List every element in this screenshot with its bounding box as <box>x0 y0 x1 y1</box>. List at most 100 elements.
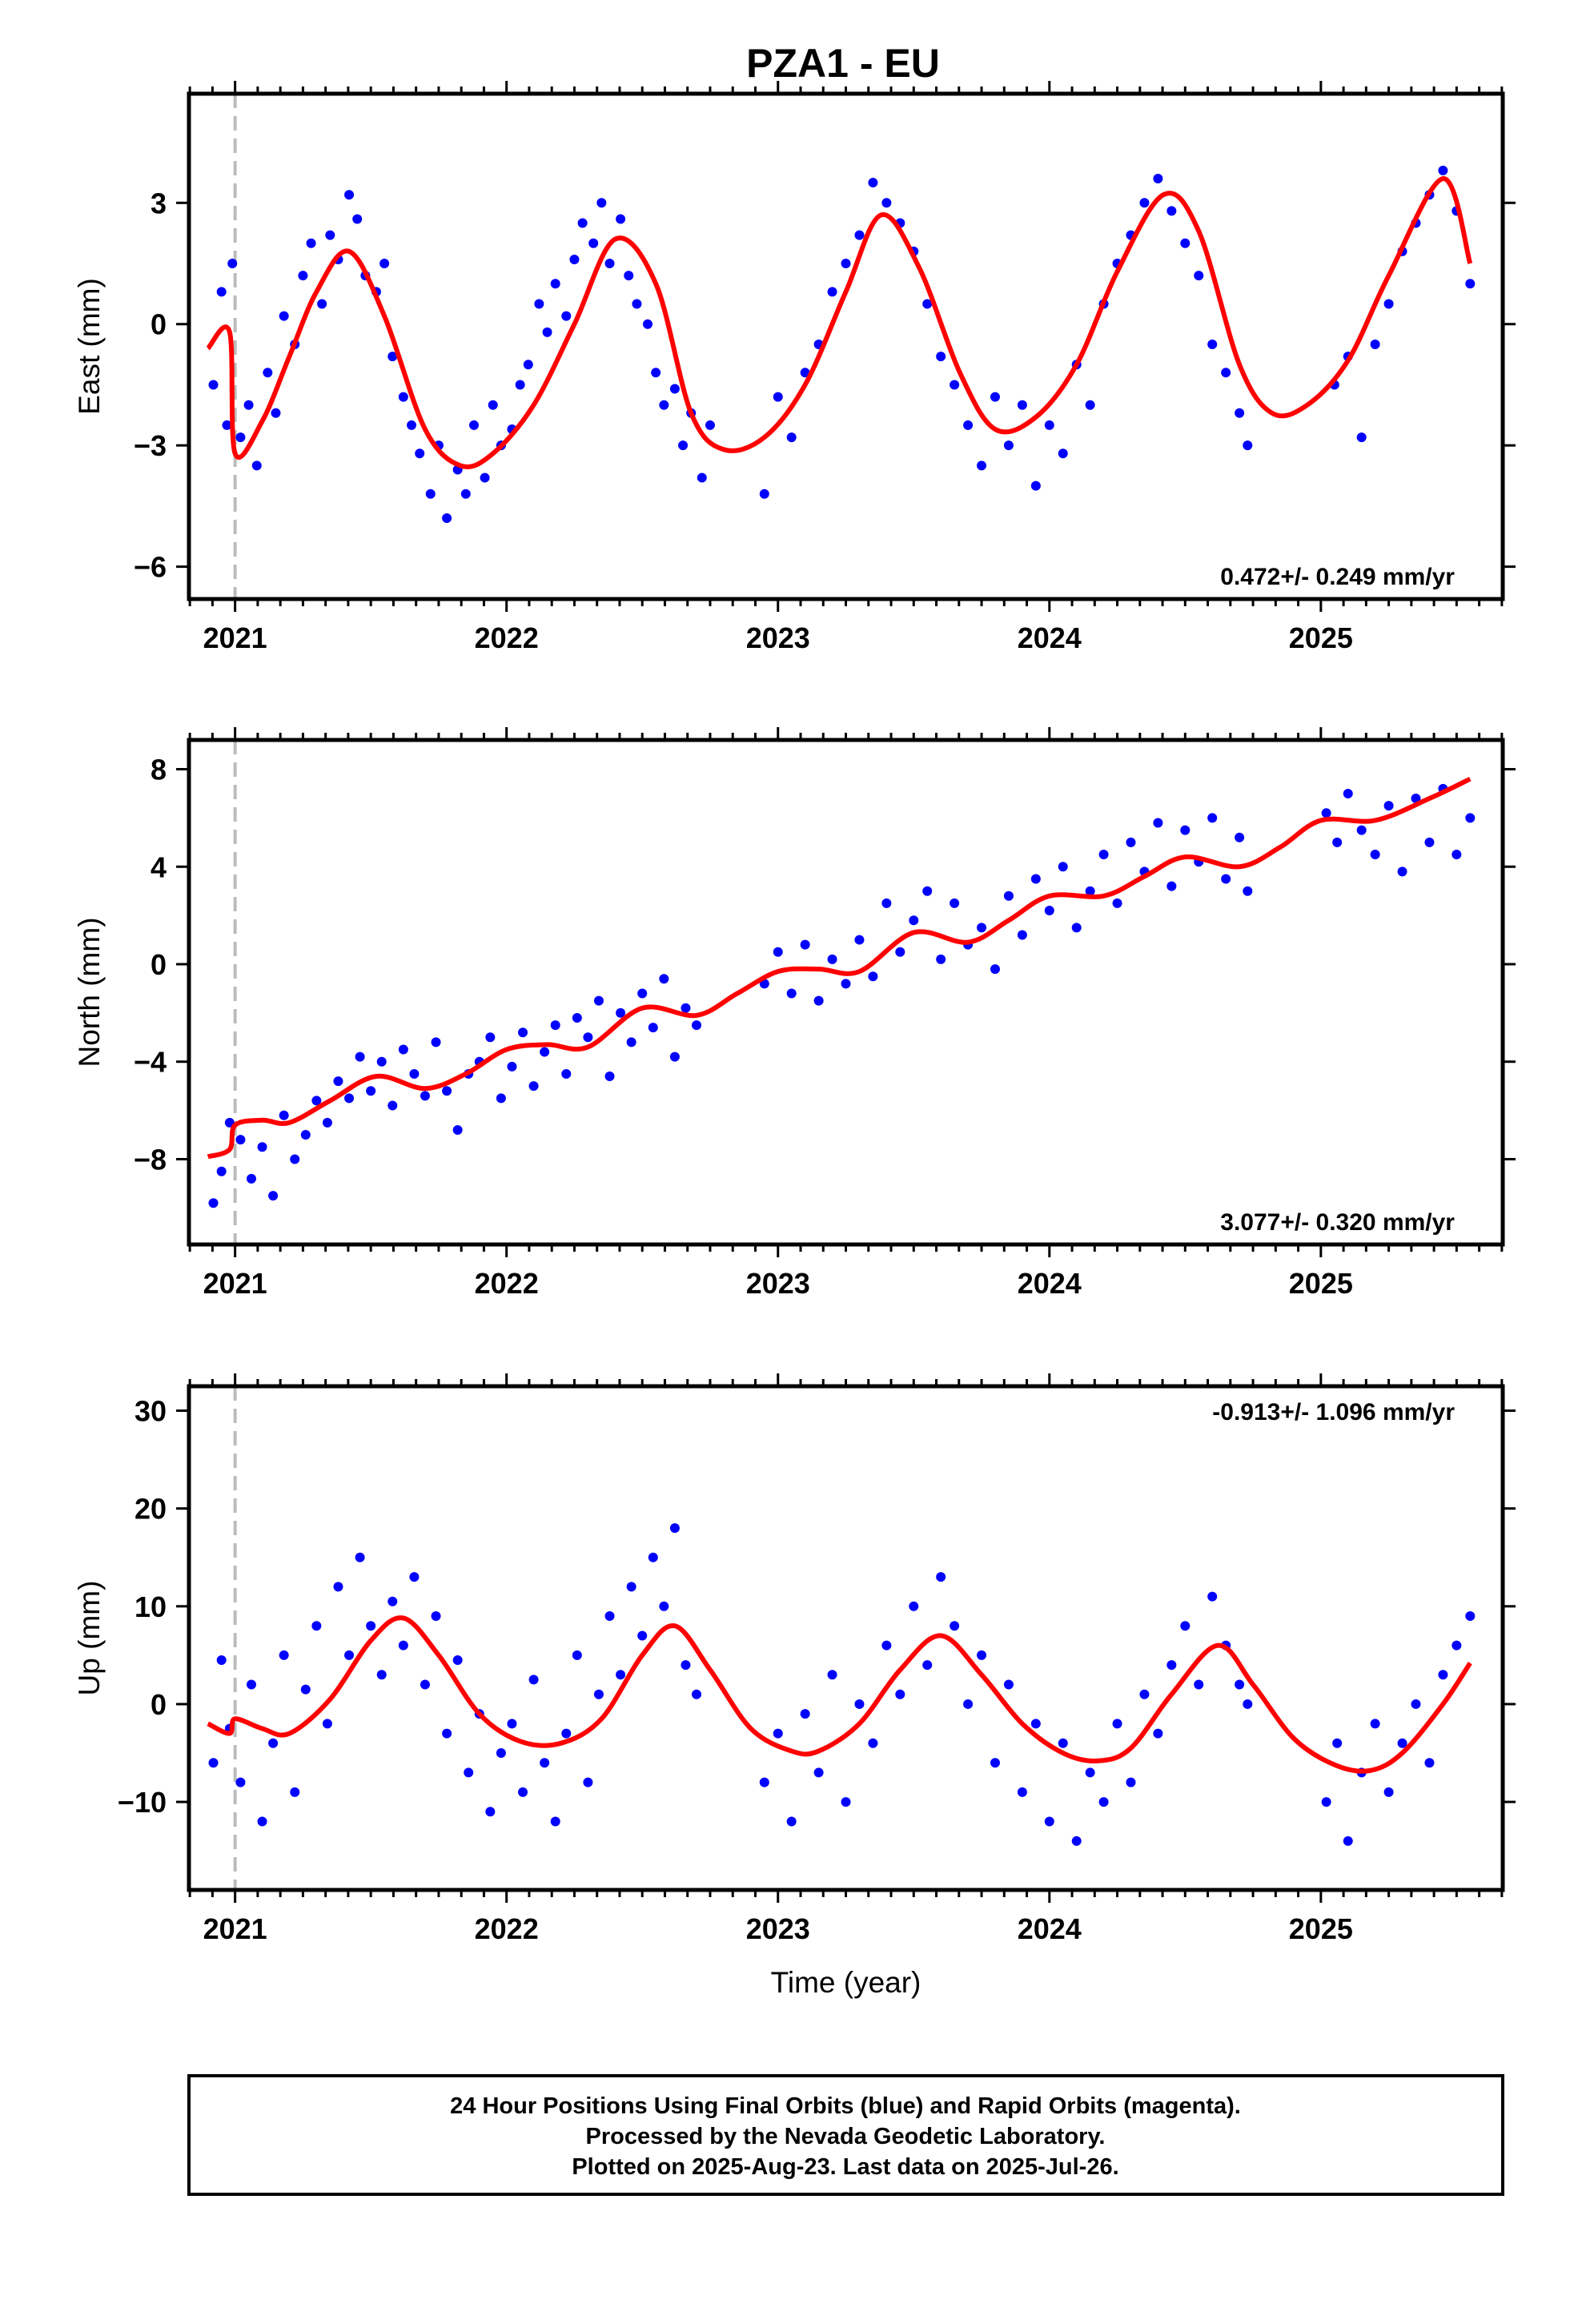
north-point <box>1071 923 1082 933</box>
up-point <box>431 1611 441 1622</box>
up-point <box>813 1767 824 1778</box>
north-point <box>1030 874 1041 884</box>
east-point <box>1003 440 1014 451</box>
north-point <box>626 1037 636 1047</box>
north-point <box>637 988 648 999</box>
up-point <box>387 1596 398 1606</box>
up-point <box>604 1611 615 1622</box>
up-point <box>681 1660 691 1671</box>
north-point <box>528 1081 539 1092</box>
up-point <box>1235 1679 1245 1690</box>
up-point <box>1452 1640 1462 1651</box>
east-point <box>1465 279 1476 289</box>
east-point <box>1030 480 1041 491</box>
north-point <box>1003 891 1014 901</box>
up-point <box>235 1777 246 1787</box>
up-point <box>868 1738 878 1748</box>
up-point <box>333 1582 343 1592</box>
north-point <box>1221 874 1231 884</box>
up-point <box>936 1572 946 1582</box>
north-point <box>1058 862 1068 872</box>
east-x-tick-label: 2025 <box>1289 621 1353 654</box>
north-point <box>1085 886 1095 896</box>
north-point <box>507 1061 517 1072</box>
up-point <box>279 1650 289 1660</box>
up-point <box>827 1670 837 1680</box>
up-point <box>1126 1777 1136 1787</box>
north-point <box>540 1047 550 1057</box>
up-point <box>442 1728 452 1739</box>
east-point <box>488 400 498 410</box>
up-plot-frame <box>187 1384 1505 1892</box>
north-point <box>868 971 878 982</box>
north-point <box>311 1096 322 1106</box>
up-y-tick-label: 10 <box>135 1590 167 1623</box>
up-point <box>561 1728 572 1739</box>
east-point <box>1370 339 1380 349</box>
footer-line-2: Processed by the Nevada Geodetic Laborat… <box>586 2124 1106 2149</box>
east-y-tick-label: −6 <box>134 551 167 584</box>
east-point <box>379 259 390 269</box>
north-point <box>290 1154 300 1164</box>
east-x-tick-label: 2023 <box>746 621 810 654</box>
east-point <box>415 448 425 459</box>
north-point <box>1424 837 1435 847</box>
up-point <box>990 1758 1000 1768</box>
up-point <box>1370 1719 1380 1729</box>
east-point <box>1438 165 1448 175</box>
east-point <box>352 214 363 224</box>
east-point <box>407 420 417 430</box>
north-y-tick-label: −4 <box>134 1046 167 1079</box>
north-point <box>1397 866 1407 877</box>
up-point <box>398 1640 408 1651</box>
up-point <box>366 1621 376 1631</box>
north-point <box>398 1044 408 1055</box>
up-point <box>1332 1738 1343 1748</box>
east-point <box>515 380 525 390</box>
east-x-tick-label: 2024 <box>1018 621 1082 654</box>
north-point <box>1044 906 1054 916</box>
north-point <box>895 947 905 957</box>
up-point <box>452 1655 463 1665</box>
north-point <box>659 974 669 984</box>
up-point <box>572 1650 582 1660</box>
north-point <box>773 947 783 957</box>
north-point <box>936 954 946 964</box>
north-point <box>881 898 892 908</box>
up-point <box>1112 1719 1122 1729</box>
east-point <box>263 368 273 378</box>
up-point <box>216 1655 227 1665</box>
north-point <box>1356 825 1367 835</box>
east-points <box>208 165 1476 524</box>
north-point <box>692 1020 702 1031</box>
east-point <box>235 432 246 443</box>
east-point <box>786 432 797 443</box>
north-point <box>1207 813 1218 823</box>
up-model-line <box>207 1615 1472 1774</box>
north-point <box>616 1007 626 1018</box>
north-point <box>1465 813 1476 823</box>
up-point <box>1207 1591 1218 1602</box>
north-point <box>1332 837 1343 847</box>
north-point <box>786 988 797 999</box>
north-point <box>800 939 810 950</box>
north-point <box>300 1130 311 1140</box>
north-point <box>1153 818 1163 828</box>
up-point <box>895 1689 905 1699</box>
up-point <box>963 1699 974 1709</box>
east-point <box>936 352 946 362</box>
north-point <box>561 1068 572 1079</box>
east-point <box>1383 299 1394 309</box>
east-y-tick-label: 0 <box>151 308 167 341</box>
footer-frame <box>187 2074 1504 2196</box>
north-point <box>922 886 933 896</box>
up-point <box>854 1699 865 1709</box>
east-point <box>624 271 634 281</box>
up-point <box>376 1670 387 1680</box>
up-point <box>1071 1835 1082 1846</box>
north-point <box>1411 794 1421 804</box>
north-point <box>827 954 837 964</box>
up-point <box>1180 1621 1191 1631</box>
up-point <box>922 1660 933 1671</box>
east-point <box>651 368 661 378</box>
